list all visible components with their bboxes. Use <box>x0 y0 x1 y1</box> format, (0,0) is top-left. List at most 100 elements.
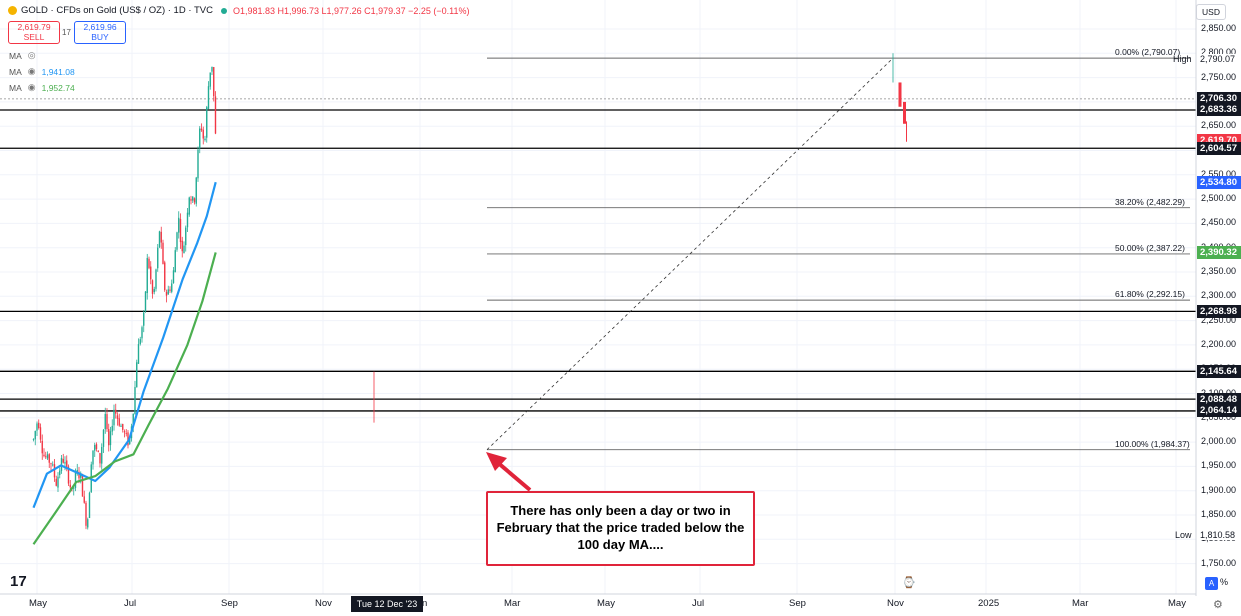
percent-scale-button[interactable]: % <box>1220 577 1229 587</box>
ma-100-line <box>32 181 217 509</box>
candle-body <box>183 245 185 254</box>
spread-value: 17 <box>62 28 71 37</box>
candle-body <box>139 339 141 344</box>
candle-body <box>125 433 127 434</box>
candle-body <box>69 484 71 488</box>
price-tick-label: 2,100.00 <box>1201 388 1236 398</box>
candle-body <box>102 429 105 447</box>
candle-body <box>83 496 85 503</box>
indicator-ma-row-2[interactable]: MA ◉ 1,952.74 <box>9 82 75 93</box>
fib-level-label: 50.00% (2,387.22) <box>1115 242 1185 253</box>
sell-label: SELL <box>23 32 45 42</box>
candle-body <box>137 344 140 364</box>
candle-body <box>144 291 147 312</box>
low-value: 1,810.58 <box>1197 530 1241 540</box>
indicator-ma-row-0[interactable]: MA ◎ <box>9 50 36 61</box>
time-tick-label: Jul <box>124 598 137 609</box>
candle-body <box>50 463 52 465</box>
candle-body <box>190 199 192 201</box>
candle-body <box>78 471 80 479</box>
candle-body <box>92 450 94 465</box>
sell-button[interactable]: 2,619.79 SELL <box>8 21 60 44</box>
candle-body <box>55 478 57 486</box>
price-tag: 2,604.57 <box>1197 141 1241 155</box>
candle-body <box>95 444 98 450</box>
candle-body <box>155 269 157 289</box>
candle-body <box>127 432 129 446</box>
candle-body <box>171 283 173 292</box>
candle-body <box>97 450 99 452</box>
eye-off-icon[interactable]: ◎ <box>27 50 36 60</box>
market-status-icon <box>220 7 227 14</box>
currency-selector[interactable]: USD <box>1196 4 1226 20</box>
candle-body <box>53 464 56 478</box>
price-tag: 2,088.48 <box>1197 392 1241 406</box>
eye-icon[interactable]: ◉ <box>27 82 36 92</box>
candle-body <box>48 454 50 463</box>
candle-body <box>101 447 103 464</box>
price-tick-label: 2,300.00 <box>1201 290 1237 301</box>
time-tick-label: May <box>1168 598 1186 609</box>
candle-body <box>36 423 38 431</box>
tradingview-logo: 17 <box>10 573 27 590</box>
candle-body <box>66 460 68 467</box>
gear-icon[interactable]: ⚙ <box>1213 599 1223 611</box>
candle-body <box>34 431 36 440</box>
candle-body <box>148 258 150 269</box>
candle-body <box>169 289 171 291</box>
candle-body <box>81 474 84 497</box>
time-tick-label: Mar <box>1072 598 1089 609</box>
buy-price: 2,619.96 <box>83 22 117 32</box>
eye-icon[interactable]: ◉ <box>27 66 36 76</box>
candle-body <box>111 425 113 432</box>
candle-body <box>204 138 206 141</box>
candle-body <box>88 492 91 519</box>
price-tick-label: 2,350.00 <box>1201 266 1237 276</box>
candle-body <box>157 247 159 269</box>
candle-body <box>146 257 148 294</box>
candle-body <box>32 439 35 440</box>
price-tag: 2,706.30 <box>1197 92 1241 106</box>
candle-body <box>38 422 40 428</box>
buy-button[interactable]: 2,619.96 BUY <box>74 21 126 44</box>
ma1-value: 1,941.08 <box>41 66 75 77</box>
candle-body <box>62 458 64 463</box>
candle-body <box>141 327 143 339</box>
candle-body <box>181 240 183 252</box>
symbol-title[interactable]: GOLD · CFDs on Gold (US$ / OZ) · 1D · TV… <box>21 5 213 16</box>
candle-body <box>188 197 190 215</box>
candle-body <box>109 431 112 446</box>
session-clock-icon[interactable]: ⌚ <box>902 577 916 589</box>
candle-body <box>199 128 201 149</box>
candle-body <box>108 429 110 446</box>
fib-level-label: 0.00% (2,790.07) <box>1115 47 1181 58</box>
candle-body <box>165 291 168 296</box>
candle-body <box>123 431 126 433</box>
candle-body <box>57 476 59 488</box>
candle-body <box>158 231 161 248</box>
fibonacci-retracement <box>486 57 1190 451</box>
candle-body <box>185 227 187 246</box>
arrow-head <box>486 452 507 471</box>
time-tick-label: Jul <box>692 598 705 609</box>
candle-body <box>85 502 87 526</box>
auto-scale-button[interactable]: A <box>1205 577 1218 590</box>
candle-body <box>120 425 122 427</box>
candle-body <box>74 472 77 488</box>
price-tag: 2,390.32 <box>1197 245 1241 259</box>
candle-body <box>115 409 117 414</box>
candle-body <box>94 445 96 451</box>
candle-body <box>46 454 49 459</box>
candle-body <box>172 270 175 284</box>
price-tick-label: 2,250.00 <box>1201 314 1237 325</box>
candle-body <box>118 418 120 426</box>
price-tick-label: 2,000.00 <box>1201 436 1237 447</box>
candle-body <box>132 413 134 428</box>
annotation-arrow <box>486 452 532 492</box>
candle-body <box>136 362 138 388</box>
candle-body <box>41 440 43 454</box>
price-tag: 2,145.64 <box>1197 364 1241 378</box>
indicator-ma-row-1[interactable]: MA ◉ 1,941.08 <box>9 66 75 77</box>
price-tick-label: 2,750.00 <box>1201 71 1237 82</box>
